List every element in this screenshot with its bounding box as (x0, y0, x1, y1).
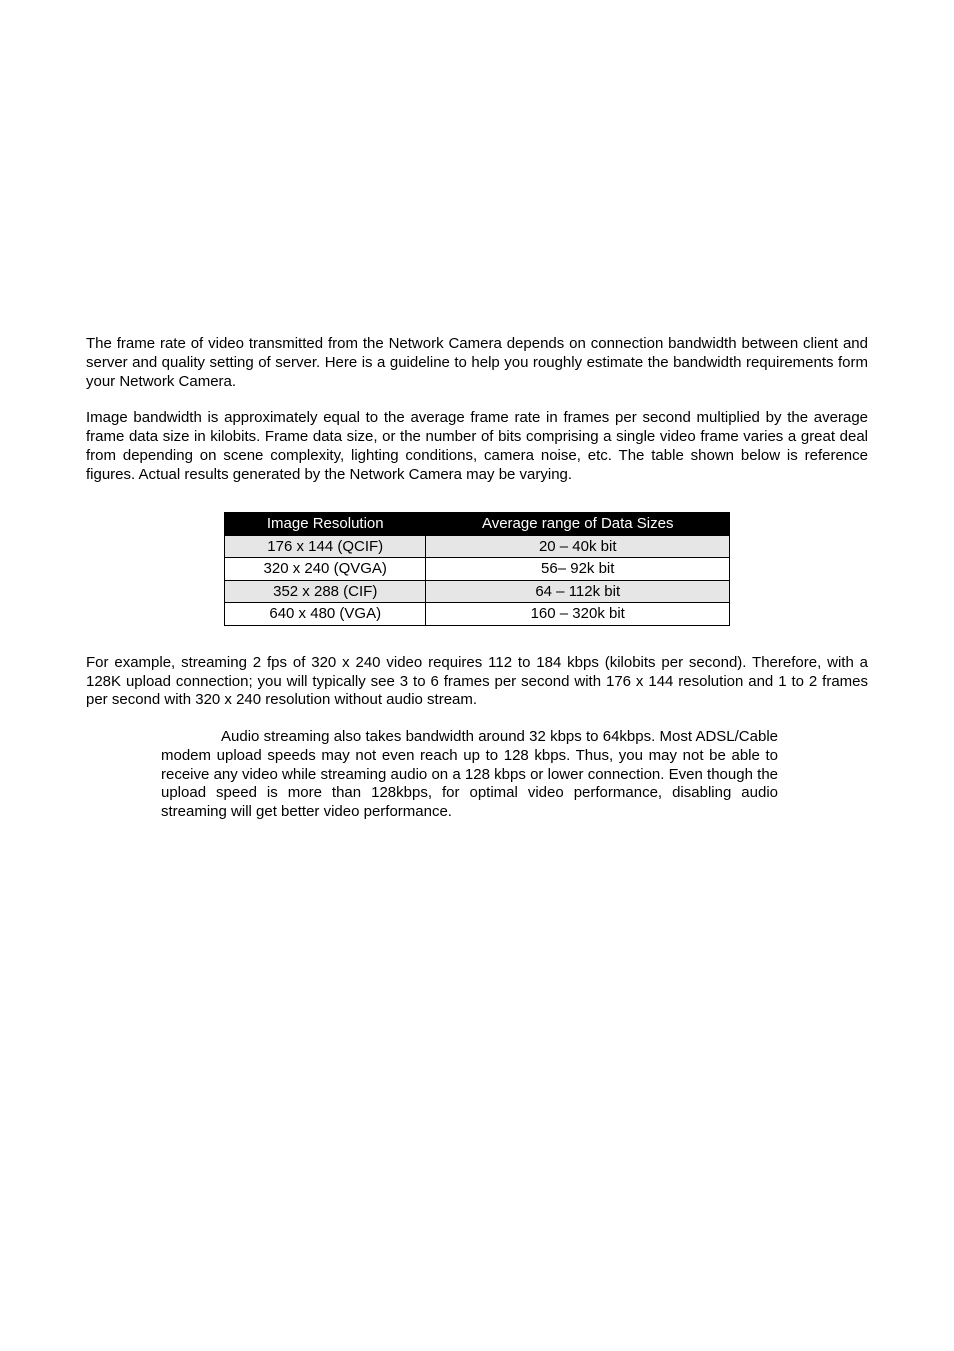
table-cell: 176 x 144 (QCIF) (225, 535, 426, 558)
table-row: 352 x 288 (CIF) 64 – 112k bit (225, 580, 730, 603)
paragraph-1: The frame rate of video transmitted from… (86, 335, 868, 391)
table-cell: 320 x 240 (QVGA) (225, 558, 426, 581)
table-cell: 160 – 320k bit (426, 603, 730, 626)
note-paragraph: Audio streaming also takes bandwidth aro… (86, 728, 868, 822)
bandwidth-table: Image Resolution Average range of Data S… (224, 512, 730, 626)
bandwidth-table-container: Image Resolution Average range of Data S… (86, 512, 868, 626)
paragraph-2: Image bandwidth is approximately equal t… (86, 409, 868, 484)
table-cell: 640 x 480 (VGA) (225, 603, 426, 626)
table-cell: 56– 92k bit (426, 558, 730, 581)
table-cell: 20 – 40k bit (426, 535, 730, 558)
paragraph-3: For example, streaming 2 fps of 320 x 24… (86, 654, 868, 710)
column-header-datasize: Average range of Data Sizes (426, 513, 730, 536)
table-row: 176 x 144 (QCIF) 20 – 40k bit (225, 535, 730, 558)
note-text: Audio streaming also takes bandwidth aro… (161, 728, 778, 820)
table-row: 320 x 240 (QVGA) 56– 92k bit (225, 558, 730, 581)
table-cell: 352 x 288 (CIF) (225, 580, 426, 603)
table-cell: 64 – 112k bit (426, 580, 730, 603)
column-header-resolution: Image Resolution (225, 513, 426, 536)
table-header-row: Image Resolution Average range of Data S… (225, 513, 730, 536)
table-row: 640 x 480 (VGA) 160 – 320k bit (225, 603, 730, 626)
